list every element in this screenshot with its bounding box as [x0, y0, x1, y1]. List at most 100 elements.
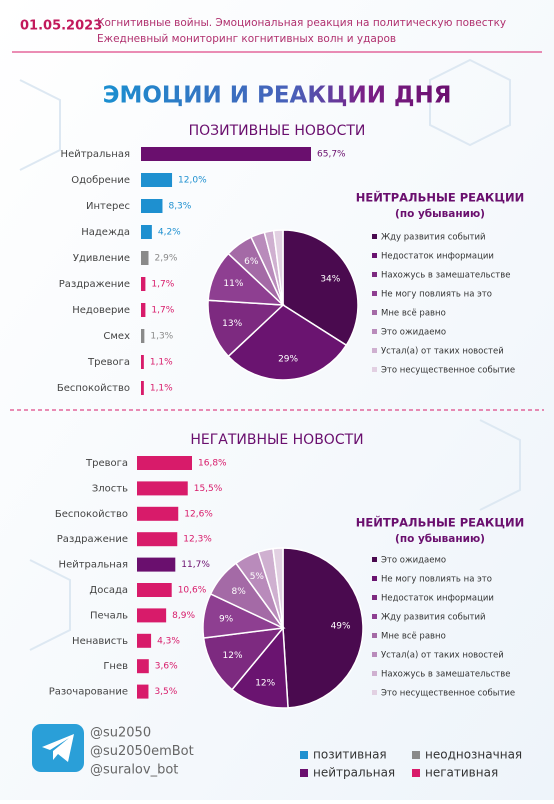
legend-label: Недостаток информации	[381, 594, 494, 604]
value-label: 4,3%	[157, 636, 180, 646]
bar	[141, 173, 173, 187]
value-label: 4,2%	[158, 228, 181, 238]
category-label: Раздражение	[59, 279, 130, 290]
value-label: 12,6%	[184, 509, 213, 519]
slice-label: 29%	[278, 354, 298, 364]
category-label: Тревога	[87, 357, 130, 368]
legend-swatch	[372, 652, 377, 657]
header-line: Когнитивные войны. Эмоциональная реакция…	[97, 17, 506, 29]
legend-label: Устал(а) от таких новостей	[381, 651, 504, 661]
bar	[137, 608, 167, 623]
bar	[141, 225, 152, 239]
pie-slice	[202, 627, 285, 691]
category-label: Интерес	[86, 201, 130, 212]
legend-label: позитивная	[313, 748, 387, 762]
bar	[141, 329, 145, 343]
value-label: 3,5%	[154, 687, 177, 697]
bar	[141, 199, 163, 213]
telegram-icon	[32, 724, 84, 772]
legend-swatch	[372, 614, 377, 619]
bar	[137, 557, 176, 572]
slice-label: 13%	[222, 319, 242, 329]
slice-label: 34%	[320, 274, 340, 284]
legend-label: Устал(а) от таких новостей	[381, 347, 504, 357]
legend-label: Это ожидаемо	[381, 556, 446, 566]
chart-title: НЕЙТРАЛЬНЫЕ РЕАКЦИИ	[356, 190, 525, 205]
legend-swatch	[372, 557, 377, 562]
category-label: Ненависть	[72, 636, 128, 647]
legend-label: Не могу повлиять на это	[381, 575, 492, 585]
pie-slice	[282, 547, 364, 709]
pie-slice	[230, 626, 289, 709]
bar	[141, 303, 146, 317]
bar	[141, 277, 146, 291]
category-label: Беспокойство	[55, 509, 128, 520]
value-label: 15,5%	[194, 484, 223, 494]
value-label: 8,3%	[168, 202, 191, 212]
legend-swatch	[372, 595, 377, 600]
decor-network	[19, 58, 521, 651]
header-line: Ежедневный мониторинг когнитивных волн и…	[97, 33, 396, 45]
slice-label: 11%	[223, 279, 243, 289]
legend-label: Это несущественное событие	[381, 689, 515, 699]
category-label: Раздражение	[57, 534, 128, 545]
bar	[137, 456, 192, 470]
value-label: 1,1%	[150, 358, 173, 368]
value-label: 10,6%	[178, 586, 207, 596]
value-label: 11,7%	[181, 560, 210, 570]
pie-slice	[272, 547, 284, 629]
category-label: Нейтральная	[61, 149, 130, 160]
legend-label: Не могу повлиять на это	[381, 290, 492, 300]
bar	[141, 251, 149, 265]
legend-label: Недостаток информации	[381, 252, 494, 262]
date: 01.05.2023	[20, 19, 102, 34]
bar	[137, 684, 149, 699]
category-label: Злость	[92, 483, 128, 494]
legend-label: Мне всё равно	[381, 632, 446, 642]
legend-swatch	[372, 253, 377, 258]
slice-label: 12%	[255, 678, 275, 688]
slice-label: 6%	[244, 257, 259, 267]
slice-label: 8%	[231, 587, 246, 597]
legend-label: Жду развития событий	[381, 613, 486, 623]
value-label: 1,7%	[151, 306, 174, 316]
legend-swatch	[372, 329, 377, 334]
bar	[137, 532, 178, 547]
contact: @su2050emBot	[90, 744, 194, 759]
value-label: 1,7%	[151, 280, 174, 290]
category-label: Тревога	[85, 458, 128, 469]
slice-label: 5%	[250, 572, 265, 582]
legend-swatch	[372, 367, 377, 372]
chart-subtitle: (по убыванию)	[395, 208, 485, 220]
bar	[137, 659, 149, 674]
chart-title: ПОЗИТИВНЫЕ НОВОСТИ	[189, 123, 366, 139]
legend-swatch	[300, 751, 308, 759]
chart-title: НЕЙТРАЛЬНЫЕ РЕАКЦИИ	[356, 515, 525, 530]
value-label: 65,7%	[317, 150, 346, 160]
value-label: 1,3%	[150, 332, 173, 342]
slice-label: 49%	[331, 622, 351, 632]
contact: @su2050	[90, 726, 151, 741]
bar	[141, 147, 311, 161]
legend-swatch	[372, 348, 377, 353]
category-label: Гнев	[103, 661, 128, 672]
category-label: Смех	[103, 331, 130, 342]
pie-slice	[272, 229, 284, 306]
category-label: Беспокойство	[57, 383, 130, 394]
bar	[141, 381, 144, 395]
chart-title: НЕГАТИВНЫЕ НОВОСТИ	[190, 432, 363, 448]
value-label: 1,1%	[150, 384, 173, 394]
bar	[141, 355, 144, 369]
category-label: Нейтральная	[59, 560, 128, 571]
pie-slice	[227, 304, 348, 381]
category-label: Досада	[89, 585, 128, 596]
category-label: Недоверие	[72, 305, 130, 316]
legend-swatch	[372, 310, 377, 315]
legend-label: Жду развития событий	[381, 233, 486, 243]
bar	[137, 633, 152, 648]
legend-swatch	[372, 576, 377, 581]
bar	[137, 583, 172, 597]
legend-swatch	[372, 671, 377, 676]
category-label: Надежда	[81, 227, 130, 238]
